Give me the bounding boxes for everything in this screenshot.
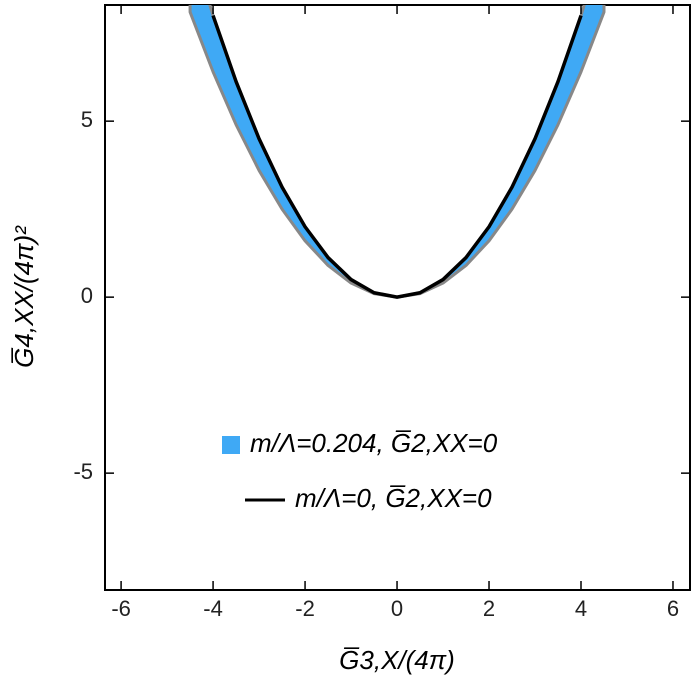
x-tick-label: -6 [111,596,131,621]
x-axis-label: G̅3,X/(4π) [339,645,455,675]
x-tick-label: 6 [667,596,679,621]
plot-area [188,5,606,299]
y-tick-label: 0 [81,283,93,308]
y-axis-label: G̅4,XX/(4π)² [9,225,39,368]
legend-label: m/Λ=0.204, G̅2,XX=0 [250,428,498,458]
x-tick-label: 2 [483,596,495,621]
y-tick-label: -5 [73,459,93,484]
band [188,5,606,299]
x-tick-label: -2 [295,596,315,621]
x-tick-label: 4 [575,596,587,621]
line [211,14,583,299]
x-tick-label: 0 [391,596,403,621]
legend-label: m/Λ=0, G̅2,XX=0 [295,483,492,513]
y-tick-label: 5 [81,107,93,132]
x-tick-label: -4 [203,596,223,621]
legend-swatch [222,436,240,454]
